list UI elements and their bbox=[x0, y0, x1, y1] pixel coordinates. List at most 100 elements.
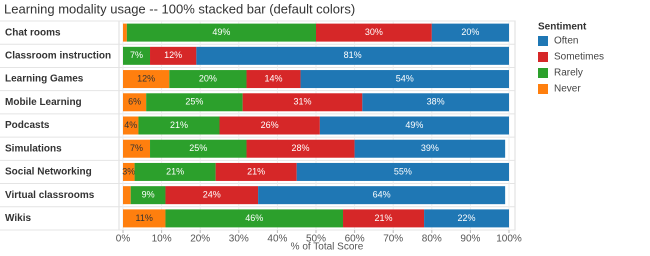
data-label: 21% bbox=[166, 166, 184, 176]
bar-segment bbox=[165, 186, 259, 205]
y-tick-label: Social Networking bbox=[5, 167, 92, 178]
legend-swatch bbox=[538, 68, 548, 78]
data-label: 55% bbox=[394, 166, 412, 176]
bar-segment bbox=[296, 162, 509, 181]
data-label: 25% bbox=[185, 97, 203, 107]
y-tick-label: Wikis bbox=[5, 213, 31, 224]
data-label: 39% bbox=[421, 143, 439, 153]
bar-segment bbox=[246, 70, 301, 89]
bar-segment bbox=[362, 93, 509, 112]
y-tick-label: Simulations bbox=[5, 143, 62, 154]
data-label: 24% bbox=[203, 190, 221, 200]
x-tick-label: 40% bbox=[267, 234, 287, 245]
x-axis-title: % of Total Score bbox=[291, 242, 364, 253]
x-tick-label: 0% bbox=[116, 234, 131, 245]
data-label: 64% bbox=[373, 190, 391, 200]
x-tick-label: 90% bbox=[460, 234, 480, 245]
legend-swatch bbox=[538, 84, 548, 94]
data-label: 20% bbox=[461, 27, 479, 37]
data-label: 28% bbox=[292, 143, 310, 153]
data-label: 38% bbox=[427, 97, 445, 107]
legend-title: Sentiment bbox=[538, 22, 587, 33]
bar-segment bbox=[123, 209, 166, 228]
data-label: 20% bbox=[199, 73, 217, 83]
legend-label: Sometimes bbox=[554, 52, 604, 63]
bar-segment bbox=[126, 23, 316, 42]
y-tick-label: Classroom instruction bbox=[5, 50, 111, 61]
bar-segment bbox=[354, 139, 506, 158]
bar-segment bbox=[165, 209, 344, 228]
x-tick-label: 70% bbox=[383, 234, 403, 245]
data-label: 54% bbox=[396, 73, 414, 83]
data-label: 21% bbox=[375, 213, 393, 223]
y-tick-label: Podcasts bbox=[5, 120, 50, 131]
data-label: 21% bbox=[170, 120, 188, 130]
data-label: 11% bbox=[136, 213, 153, 223]
data-label: 3% bbox=[122, 166, 135, 176]
data-label: 81% bbox=[344, 50, 362, 60]
data-label: 49% bbox=[405, 120, 423, 130]
bar-segment bbox=[219, 116, 320, 135]
x-tick-label: 60% bbox=[345, 234, 365, 245]
data-label: 49% bbox=[212, 27, 230, 37]
legend-label: Never bbox=[554, 84, 581, 95]
bar-segment bbox=[169, 70, 247, 89]
bar-segment bbox=[343, 209, 425, 228]
data-label: 31% bbox=[293, 97, 311, 107]
bar-segment bbox=[134, 162, 216, 181]
bar-segment bbox=[123, 23, 127, 42]
y-tick-label: Virtual classrooms bbox=[5, 190, 95, 201]
data-label: 22% bbox=[458, 213, 476, 223]
x-tick-label: 30% bbox=[229, 234, 249, 245]
bar-segment bbox=[123, 139, 151, 158]
x-tick-label: 100% bbox=[496, 234, 522, 245]
bar-segment bbox=[146, 93, 243, 112]
y-tick-label: Chat rooms bbox=[5, 27, 61, 38]
x-tick-label: 20% bbox=[190, 234, 210, 245]
bar-segment bbox=[431, 23, 509, 42]
data-label: 14% bbox=[265, 73, 283, 83]
data-label: 12% bbox=[137, 73, 155, 83]
bar-segment bbox=[300, 70, 509, 89]
data-label: 25% bbox=[189, 143, 207, 153]
bar-segment bbox=[424, 209, 509, 228]
bar-segment bbox=[123, 93, 147, 112]
bar-segment bbox=[215, 162, 297, 181]
legend-swatch bbox=[538, 36, 548, 46]
bar-segment bbox=[319, 116, 509, 135]
bar-segment bbox=[123, 186, 131, 205]
bar-segment bbox=[242, 93, 363, 112]
bar-segment bbox=[123, 70, 170, 89]
bar-segment bbox=[130, 186, 166, 205]
bar-segment bbox=[138, 116, 220, 135]
bar-segment bbox=[123, 46, 151, 65]
bar-segment bbox=[150, 46, 197, 65]
y-tick-label: Learning Games bbox=[5, 74, 84, 85]
data-label: 6% bbox=[128, 97, 141, 107]
x-tick-label: 50% bbox=[306, 234, 326, 245]
bar-segment bbox=[123, 116, 139, 135]
x-tick-label: 10% bbox=[152, 234, 172, 245]
legend-swatch bbox=[538, 52, 548, 62]
y-tick-label: Mobile Learning bbox=[5, 97, 82, 108]
data-label: 26% bbox=[261, 120, 279, 130]
data-label: 7% bbox=[130, 143, 143, 153]
x-tick-label: 80% bbox=[422, 234, 442, 245]
bar-segment bbox=[246, 139, 355, 158]
chart-title: Learning modality usage -- 100% stacked … bbox=[4, 1, 355, 16]
bar-segment bbox=[150, 139, 247, 158]
data-label: 12% bbox=[164, 50, 182, 60]
legend-label: Often bbox=[554, 36, 578, 47]
data-label: 46% bbox=[245, 213, 263, 223]
bar-segment bbox=[123, 162, 135, 181]
data-label: 9% bbox=[142, 190, 155, 200]
data-label: 4% bbox=[124, 120, 137, 130]
data-label: 7% bbox=[130, 50, 143, 60]
data-label: 30% bbox=[365, 27, 383, 37]
bar-segment bbox=[258, 186, 506, 205]
legend-label: Rarely bbox=[554, 68, 583, 79]
data-label: 21% bbox=[247, 166, 265, 176]
bar-segment bbox=[316, 23, 432, 42]
bar-segment bbox=[196, 46, 509, 65]
